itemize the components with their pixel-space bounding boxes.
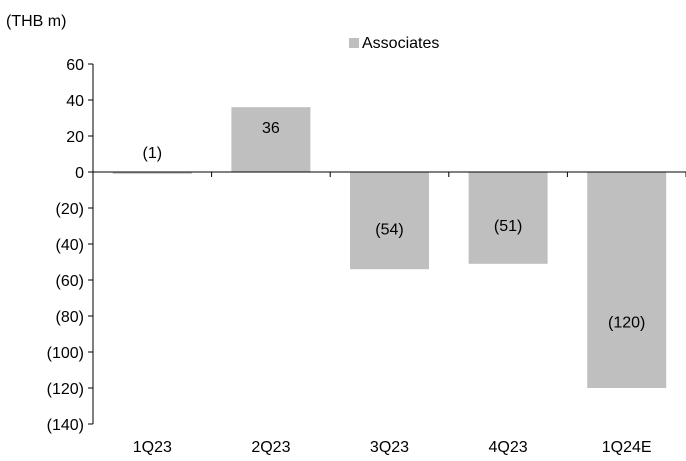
y-tick-label: (80): [56, 309, 84, 326]
bars-group: [112, 107, 667, 388]
y-tick-label: (100): [47, 345, 84, 362]
legend-label-associates: Associates: [362, 35, 439, 52]
x-category-label: 1Q24E: [602, 439, 652, 456]
bar-1q24e: [587, 172, 667, 388]
x-category-label: 1Q23: [133, 439, 172, 456]
bar-3q23: [350, 172, 429, 270]
y-tick-label: (120): [47, 381, 84, 398]
data-label-4q23: (51): [494, 218, 522, 235]
data-label-2q23: 36: [262, 120, 280, 137]
data-label-1q24e: (120): [608, 315, 645, 332]
y-tick-label: 20: [66, 129, 84, 146]
x-category-label: 2Q23: [251, 439, 290, 456]
bar-2q23: [231, 107, 311, 172]
y-tick-label: (20): [56, 201, 84, 218]
data-label-3q23: (54): [375, 221, 403, 238]
data-labels-group: (1) 36 (54) (51) (120): [143, 120, 646, 331]
bar-4q23: [468, 172, 548, 264]
legend: Associates: [349, 35, 439, 52]
bar-1q23: [112, 172, 192, 174]
data-label-1q23: (1): [143, 145, 163, 162]
y-tick-label: (40): [56, 237, 84, 254]
legend-swatch: [349, 38, 359, 48]
x-category-label: 3Q23: [370, 439, 409, 456]
unit-label: (THB m): [6, 13, 66, 30]
x-category-label: 4Q23: [489, 439, 528, 456]
y-tick-label: (60): [56, 273, 84, 290]
x-axis: 1Q23 2Q23 3Q23 4Q23 1Q24E: [93, 171, 686, 456]
y-tick-label: 0: [75, 165, 84, 182]
y-tick-label: 40: [66, 93, 84, 110]
y-axis: 60 40 20 0 (20) (40) (60) (80) (100) (120) (140): [47, 57, 94, 434]
y-tick-label: (140): [47, 417, 84, 434]
y-tick-label: 60: [66, 57, 84, 74]
